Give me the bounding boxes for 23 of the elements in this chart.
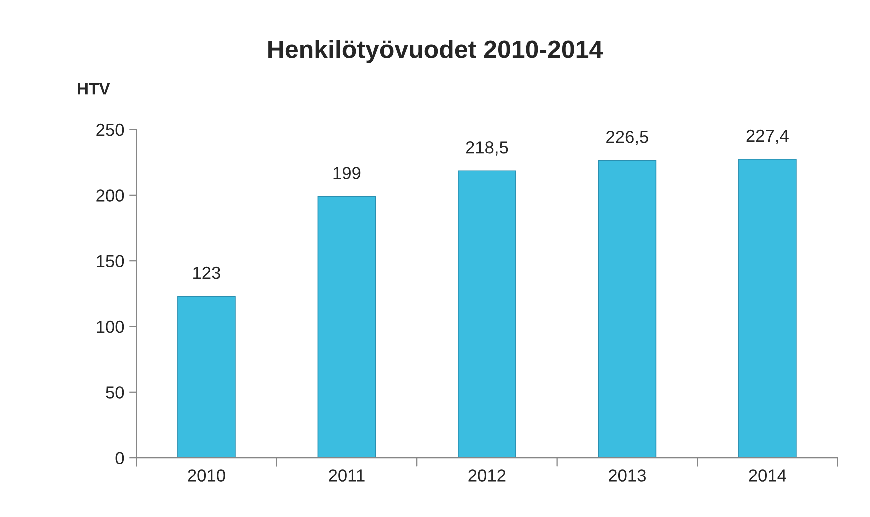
x-tick-label: 2014: [749, 470, 786, 482]
y-tick-label: 250: [96, 124, 124, 136]
chart-title: Henkilötyövuodet 2010-2014: [268, 40, 604, 64]
y-tick-label: 50: [106, 386, 124, 399]
data-label: 199: [334, 167, 361, 180]
data-label: 227,4: [746, 130, 789, 144]
bar: [178, 296, 236, 458]
x-tick-label: 2012: [468, 470, 506, 482]
data-label: 218,5: [466, 142, 508, 156]
x-tick-label: 2010: [188, 470, 226, 482]
bar: [318, 196, 376, 458]
y-tick-label: 150: [97, 255, 124, 268]
data-label: 226,5: [606, 131, 648, 146]
bar: [598, 160, 657, 458]
y-tick-label: 200: [96, 190, 124, 202]
x-tick-label: 2011: [329, 470, 365, 482]
y-axis-title: HTV: [78, 83, 110, 95]
data-label: 123: [194, 266, 220, 280]
bar: [458, 170, 516, 458]
bar: [738, 159, 797, 458]
y-tick-label: 100: [97, 320, 124, 334]
x-tick-label: 2013: [609, 470, 646, 482]
y-tick-label: 0: [116, 452, 124, 465]
